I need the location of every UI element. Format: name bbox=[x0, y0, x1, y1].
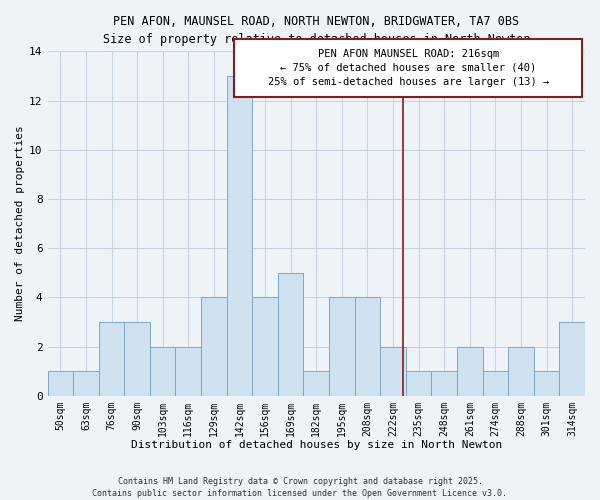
Bar bbox=[73, 371, 99, 396]
Bar bbox=[406, 371, 431, 396]
Bar bbox=[99, 322, 124, 396]
Bar bbox=[329, 298, 355, 396]
X-axis label: Distribution of detached houses by size in North Newton: Distribution of detached houses by size … bbox=[131, 440, 502, 450]
Bar bbox=[508, 346, 534, 396]
Text: Contains HM Land Registry data © Crown copyright and database right 2025.
Contai: Contains HM Land Registry data © Crown c… bbox=[92, 476, 508, 498]
Bar bbox=[380, 346, 406, 396]
Y-axis label: Number of detached properties: Number of detached properties bbox=[15, 126, 25, 322]
Bar bbox=[355, 298, 380, 396]
Bar bbox=[534, 371, 559, 396]
Bar bbox=[124, 322, 150, 396]
Text: PEN AFON MAUNSEL ROAD: 216sqm
← 75% of detached houses are smaller (40)
25% of s: PEN AFON MAUNSEL ROAD: 216sqm ← 75% of d… bbox=[268, 49, 549, 87]
FancyBboxPatch shape bbox=[235, 39, 583, 97]
Bar bbox=[227, 76, 252, 396]
Bar bbox=[559, 322, 585, 396]
Title: PEN AFON, MAUNSEL ROAD, NORTH NEWTON, BRIDGWATER, TA7 0BS
Size of property relat: PEN AFON, MAUNSEL ROAD, NORTH NEWTON, BR… bbox=[103, 15, 530, 46]
Bar bbox=[47, 371, 73, 396]
Bar bbox=[201, 298, 227, 396]
Bar bbox=[278, 272, 304, 396]
Bar bbox=[482, 371, 508, 396]
Bar bbox=[457, 346, 482, 396]
Bar bbox=[175, 346, 201, 396]
Bar bbox=[304, 371, 329, 396]
Bar bbox=[431, 371, 457, 396]
Bar bbox=[150, 346, 175, 396]
Bar bbox=[252, 298, 278, 396]
